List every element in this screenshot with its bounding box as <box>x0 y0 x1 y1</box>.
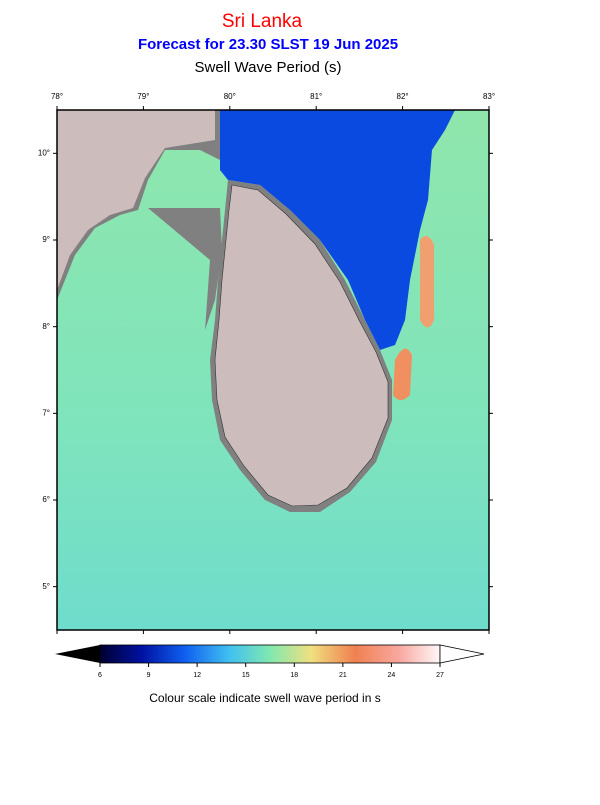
sri-lanka <box>214 184 389 507</box>
x-tick-label: 83° <box>483 92 495 101</box>
swell-high <box>393 348 412 400</box>
y-tick-label: 8° <box>42 322 50 331</box>
colorbar-tick-label: 9 <box>147 672 151 679</box>
colorbar-tick-label: 15 <box>242 672 250 679</box>
x-tick-label: 81° <box>310 92 322 101</box>
colorbar-ramp <box>99 644 441 664</box>
subtitle: Forecast for 23.30 SLST 19 Jun 2025 <box>138 36 398 53</box>
y-tick-label: 7° <box>42 408 50 417</box>
colorbar-tick-label: 27 <box>436 672 444 679</box>
x-tick-label: 78° <box>51 92 63 101</box>
map-field <box>57 110 489 630</box>
title: Sri Lanka <box>222 11 303 32</box>
colorbar-under <box>55 645 100 663</box>
colorbar-over <box>439 644 485 664</box>
y-tick-label: 10° <box>38 148 50 157</box>
x-tick-label: 79° <box>137 92 149 101</box>
swell-low <box>220 110 455 350</box>
y-tick-label: 6° <box>42 495 50 504</box>
colorbar-tick-label: 21 <box>339 672 347 679</box>
colorbar-tick-label: 6 <box>98 672 102 679</box>
colorbar-tick-label: 18 <box>290 672 298 679</box>
map-frame <box>56 109 490 631</box>
colorbar-tick-label: 12 <box>193 672 201 679</box>
colorbar-tick-label: 24 <box>388 672 396 679</box>
x-tick-label: 80° <box>224 92 236 101</box>
y-tick-label: 9° <box>42 235 50 244</box>
variable: Swell Wave Period (s) <box>195 59 342 76</box>
swell-high <box>420 236 434 328</box>
x-tick-label: 82° <box>397 92 409 101</box>
colorbar-caption: Colour scale indicate swell wave period … <box>149 691 380 705</box>
y-tick-label: 5° <box>42 582 50 591</box>
colorbar <box>55 644 485 664</box>
land-mask <box>148 208 222 330</box>
india <box>57 110 215 290</box>
